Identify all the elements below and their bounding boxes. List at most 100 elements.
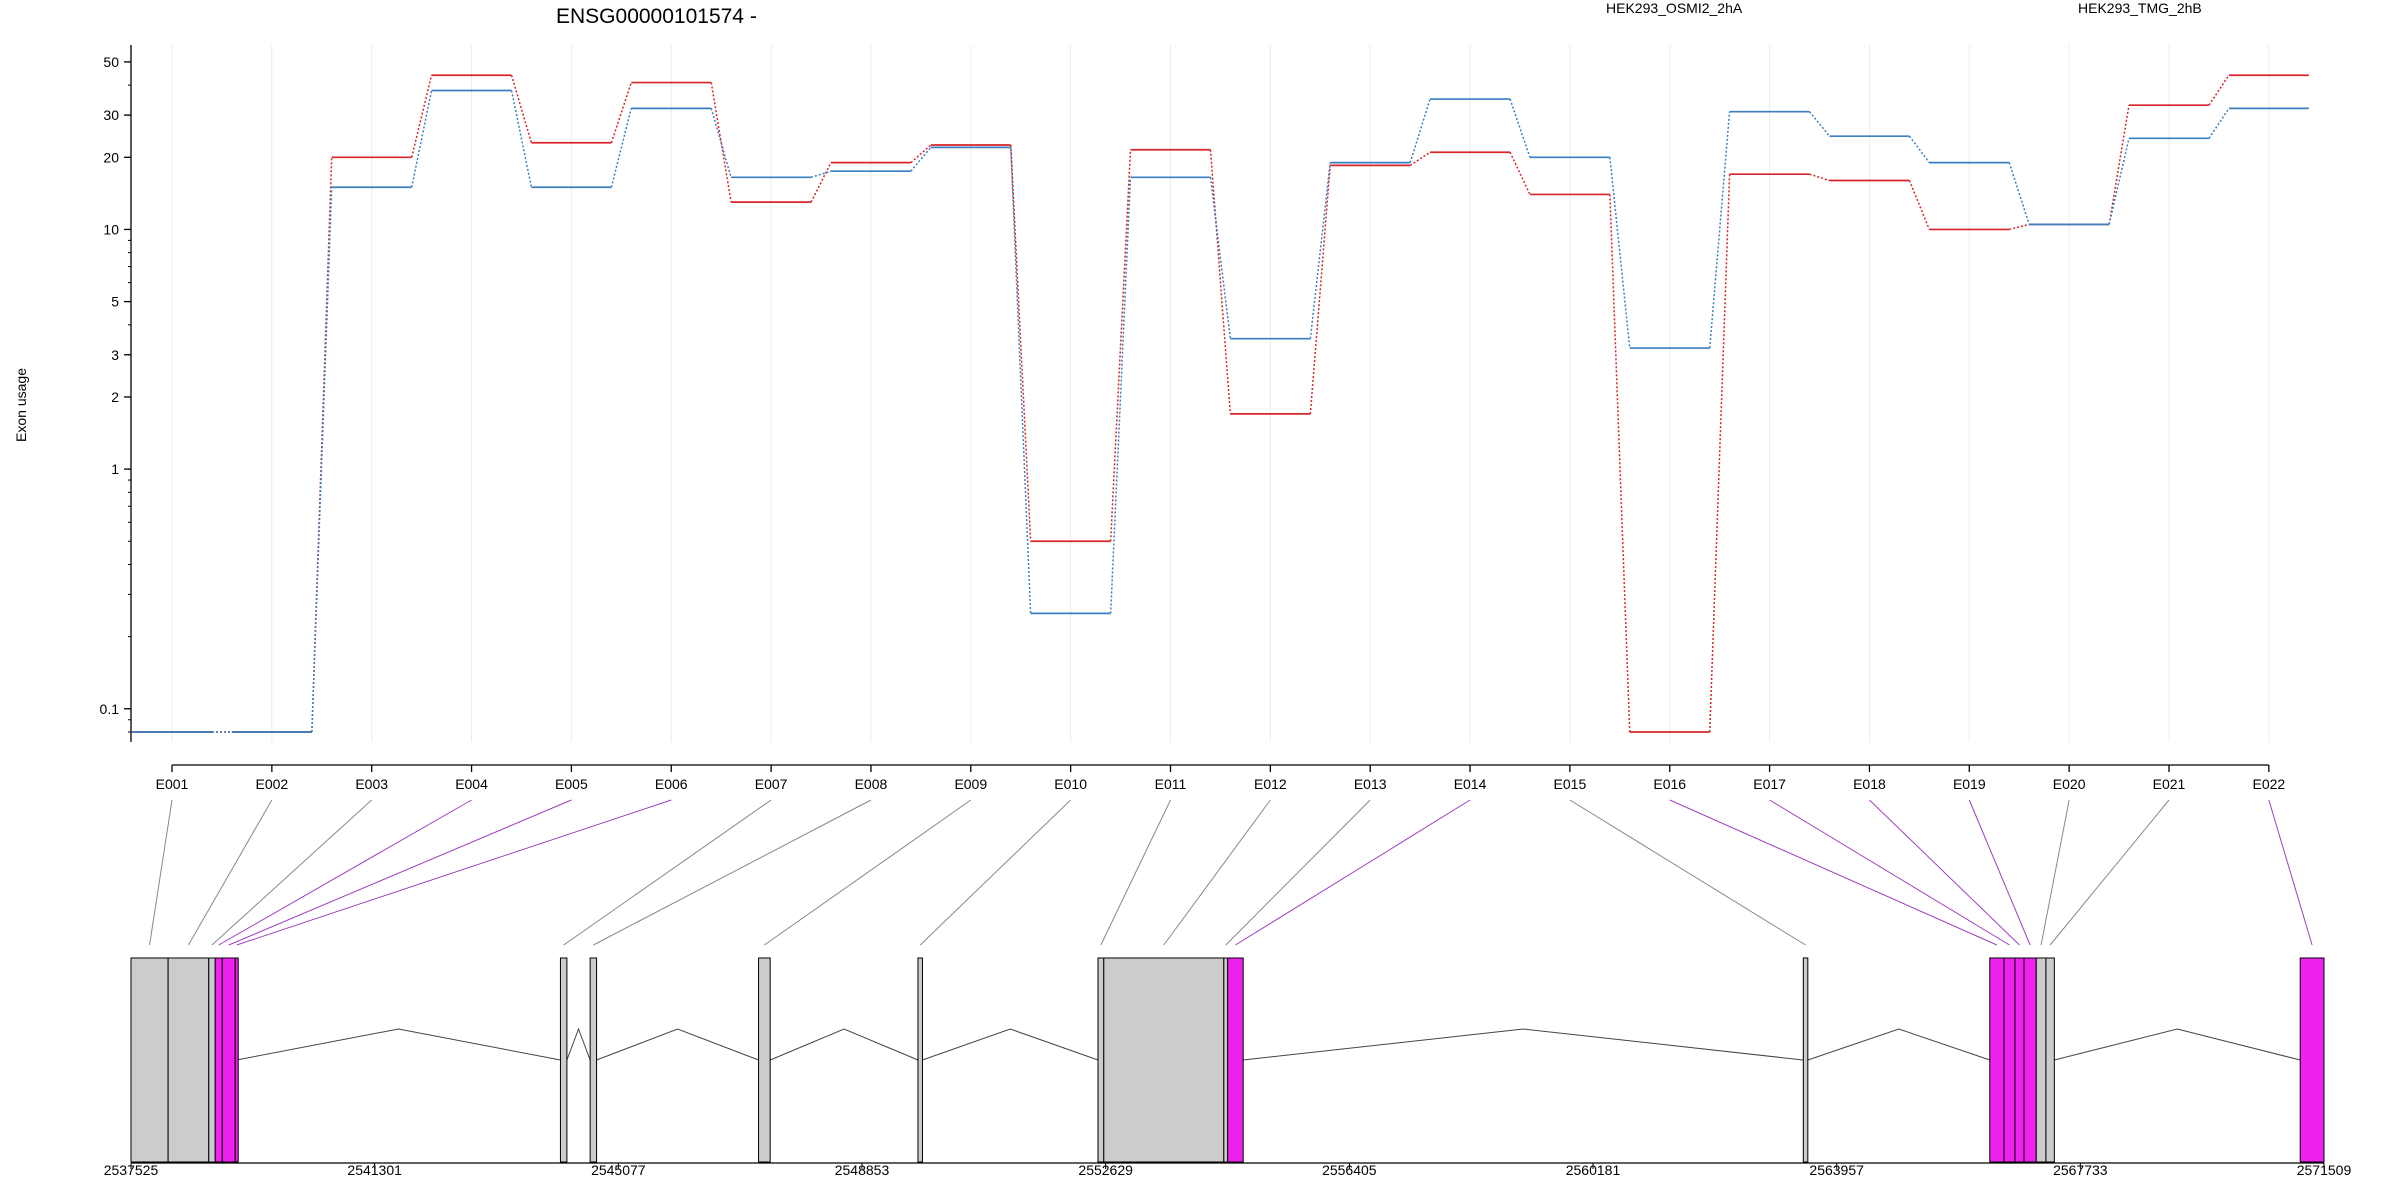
y-tick-label: 10 (103, 221, 119, 237)
y-tick-label: 20 (103, 149, 119, 165)
series-connector (1509, 98, 1531, 158)
y-tick-label: 0.1 (100, 701, 120, 717)
series-connector (610, 108, 632, 188)
x-tick-label-e017: E017 (1753, 776, 1786, 792)
exon-box-e019 (2023, 957, 2037, 1163)
y-tick-label: 5 (111, 294, 119, 310)
series-connector (710, 82, 732, 203)
exon-connector-e018 (1869, 799, 2020, 946)
exon-connector-e013 (1225, 799, 1371, 946)
series-connector (2108, 105, 2130, 225)
exon-connector-e005 (228, 799, 572, 946)
genomic-tick-label: 2567733 (2053, 1162, 2108, 1178)
series-connector (1509, 151, 1531, 195)
x-tick-label-e018: E018 (1853, 776, 1886, 792)
series-osmi2 (132, 74, 2309, 733)
series-connector (1209, 149, 1232, 414)
series-connector (2208, 74, 2230, 106)
genomic-tick-label: 2563957 (1809, 1162, 1864, 1178)
exon-box-e020 (2035, 957, 2047, 1163)
intron-line (922, 1028, 1099, 1061)
exon-connector-e019 (1968, 799, 2031, 946)
exon-connector-e020 (2040, 799, 2070, 946)
exon-box-e002 (167, 957, 210, 1163)
exon-box-e013 (1223, 957, 1229, 1163)
exon-box-e008 (589, 957, 598, 1163)
exon-connector-e017 (1769, 799, 2010, 946)
exon-connector-e002 (187, 799, 273, 946)
exon-connector-e010 (919, 799, 1071, 946)
axes: 0.1 1 2 3 5 10 20 30 50 E001 E002 E003 E004 E005 E006 E… (100, 45, 2285, 792)
series-connector (1908, 135, 1930, 164)
exon-connector-e001 (149, 799, 173, 946)
exon-connector-e022 (2268, 799, 2313, 946)
series-connector (810, 162, 832, 203)
series-connector (311, 157, 333, 733)
x-tick-label-e001: E001 (156, 776, 189, 792)
series-connector (810, 170, 832, 179)
x-tick-label-e016: E016 (1653, 776, 1686, 792)
exon-connector-e006 (236, 799, 672, 946)
exon-box-e018 (2014, 957, 2025, 1163)
intron-line (566, 1027, 591, 1061)
exon-box-e009 (758, 957, 771, 1163)
x-tick-label-e013: E013 (1354, 776, 1387, 792)
x-tick-label-e010: E010 (1054, 776, 1087, 792)
legend-entry-osmi2: HEK293_OSMI2_2hA (1606, 0, 1743, 16)
exon-box-e003 (208, 957, 216, 1163)
exon-connector-e012 (1163, 799, 1271, 946)
x-tick-label-e009: E009 (954, 776, 987, 792)
exon-connector-e003 (211, 799, 373, 946)
exon-connector-e007 (563, 799, 772, 946)
exon-connector-e011 (1100, 799, 1171, 946)
x-tick-label-e005: E005 (555, 776, 588, 792)
series-connector (1309, 162, 1331, 339)
intron-line (1807, 1028, 1990, 1061)
series-connector (410, 90, 433, 188)
chart-title: ENSG00000101574 - (556, 5, 757, 28)
genomic-tick-label: 2537525 (104, 1162, 159, 1178)
genomic-tick-label: 2560181 (1566, 1162, 1621, 1178)
series-connector (2108, 138, 2130, 225)
x-tick-label-e003: E003 (355, 776, 388, 792)
vertical-grid (171, 45, 2270, 742)
series-connector (2008, 162, 2030, 225)
intron-line (769, 1028, 919, 1061)
series-connector (910, 146, 932, 172)
exon-box-e012 (1103, 957, 1225, 1163)
chart-texts: ENSG00000101574 - Exon usage HEK293_OSMI… (13, 0, 2202, 442)
exon-box-e017 (2003, 957, 2016, 1163)
intron-line (236, 1028, 561, 1061)
gene-model: 2537525 2541301 2545077 2548853 2552629 25564… (104, 957, 2351, 1178)
x-tick-label-e015: E015 (1554, 776, 1587, 792)
series-connector (1609, 157, 1631, 349)
series-connector (910, 144, 932, 164)
legend-entry-tmg: HEK293_TMG_2hB (2078, 0, 2202, 16)
series-connector (510, 90, 533, 188)
exon-connector-e016 (1669, 799, 1998, 946)
exon-connector-e014 (1235, 799, 1471, 946)
series-connector (1809, 111, 1831, 137)
exon-box-e011 (1097, 957, 1105, 1163)
x-tick-label-e022: E022 (2252, 776, 2285, 792)
exon-box-e010 (917, 957, 923, 1163)
x-tick-label-e007: E007 (755, 776, 788, 792)
x-tick-label-e019: E019 (1953, 776, 1986, 792)
x-tick-label-e008: E008 (855, 776, 888, 792)
x-tick-label-e011: E011 (1155, 776, 1187, 792)
series-connector (1709, 174, 1731, 733)
exon-box-e022 (2299, 957, 2325, 1163)
x-tick-label-e020: E020 (2053, 776, 2086, 792)
exon-connector-e004 (218, 799, 472, 946)
x-tick-label-e012: E012 (1254, 776, 1287, 792)
series-connector (311, 187, 333, 733)
series-tmg (132, 89, 2309, 733)
series-connector (1609, 194, 1631, 733)
x-tick-label-e014: E014 (1454, 776, 1487, 792)
intron-line (2054, 1028, 2301, 1061)
x-tick-label-e002: E002 (255, 776, 288, 792)
series-connector (610, 82, 632, 143)
exon-box-e014 (1227, 957, 1244, 1163)
exon-connector-e008 (593, 799, 872, 946)
